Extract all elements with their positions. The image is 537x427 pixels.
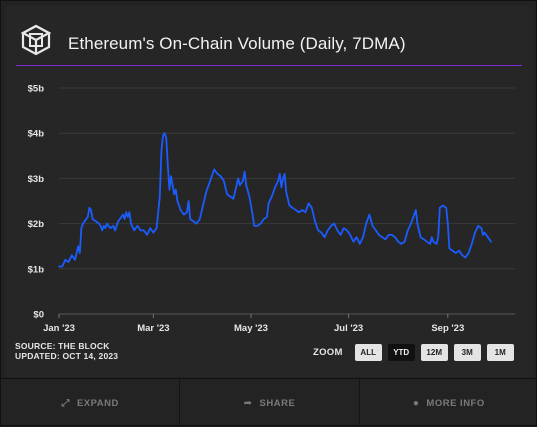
share-icon: ➦	[243, 397, 253, 409]
source-note: SOURCE: THE BLOCK UPDATED: OCT 14, 2023	[15, 341, 118, 361]
share-label: SHARE	[259, 397, 296, 409]
x-tick-label: Sep '23	[431, 323, 464, 334]
title-divider	[16, 65, 522, 66]
x-tick-label: Mar '23	[137, 323, 169, 334]
zoom-controls: ZOOM ALL YTD 12M 3M 1M	[313, 343, 514, 361]
volume-series-line	[58, 132, 492, 268]
zoom-1m-button[interactable]: 1M	[486, 343, 514, 361]
y-tick-label: $5b	[28, 84, 45, 95]
y-tick-label: $1b	[28, 264, 45, 275]
volume-line-chart: $0 $1b $2b $3b $4b $5b Jan '23 Mar '23 May '23 Ju…	[28, 84, 515, 334]
the-block-logo-icon	[20, 24, 52, 56]
chart-card: Ethereum's On-Chain Volume (Daily, 7DMA)	[6, 6, 533, 377]
more-info-button[interactable]: ● MORE INFO	[360, 379, 537, 427]
updated-label: UPDATED: OCT 14, 2023	[15, 351, 119, 361]
zoom-label: ZOOM	[313, 346, 343, 358]
footer-toolbar: ⤢ EXPAND ➦ SHARE ● MORE INFO	[1, 378, 537, 427]
y-tick-label: $4b	[28, 129, 45, 140]
more-info-label: MORE INFO	[426, 397, 485, 409]
info-icon: ●	[412, 397, 420, 409]
x-tick-label: Jul '23	[334, 323, 363, 334]
x-tick-label: May '23	[234, 323, 268, 334]
y-tick-label: $3b	[28, 174, 45, 185]
zoom-ytd-button[interactable]: YTD	[387, 343, 415, 361]
chart-title: Ethereum's On-Chain Volume (Daily, 7DMA)	[68, 34, 406, 53]
zoom-12m-button[interactable]: 12M	[420, 343, 448, 361]
share-button[interactable]: ➦ SHARE	[180, 379, 360, 427]
y-tick-label: $2b	[28, 219, 45, 230]
source-label: SOURCE: THE BLOCK	[15, 341, 110, 351]
x-tick-label: Jan '23	[43, 323, 75, 334]
zoom-all-button[interactable]: ALL	[354, 343, 382, 361]
y-tick-label: $0	[33, 310, 44, 321]
expand-icon: ⤢	[61, 397, 70, 409]
expand-button[interactable]: ⤢ EXPAND	[1, 379, 181, 427]
expand-label: EXPAND	[76, 397, 119, 409]
chart-header: Ethereum's On-Chain Volume (Daily, 7DMA)	[6, 6, 533, 64]
zoom-3m-button[interactable]: 3M	[453, 343, 481, 361]
